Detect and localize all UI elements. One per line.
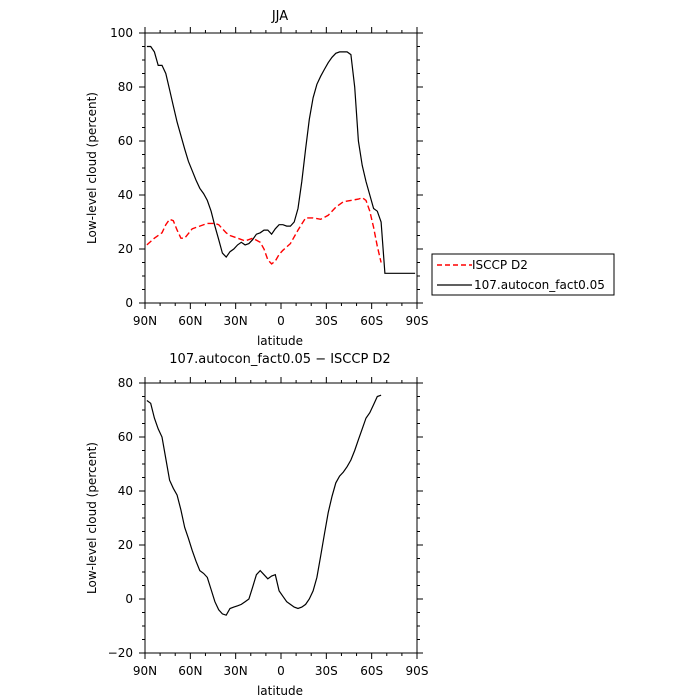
top-panel-y-axis-label: Low-level cloud (percent) [85, 92, 99, 244]
top-y-tick-label: 40 [118, 188, 133, 202]
bottom-x-tick-label: 60S [360, 664, 383, 678]
top-y-tick-label: 80 [118, 80, 133, 94]
legend-box [431, 253, 615, 296]
bottom-series-line-0 [146, 394, 382, 616]
top-x-tick-label: 60N [178, 314, 202, 328]
top-x-tick-label: 90N [133, 314, 157, 328]
top-panel-title: JJA [271, 9, 288, 24]
bottom-panel-title: 107.autocon_fact0.05 − ISCCP D2 [169, 352, 390, 367]
bottom-y-tick-label: 20 [118, 538, 133, 552]
top-x-tick-label: 30N [224, 314, 248, 328]
bottom-y-tick-label: 0 [125, 592, 133, 606]
top-panel-ticks: 90N 60N 30N 0 30S 60S 90S 0 20 40 60 80 100 [110, 26, 428, 328]
bottom-panel: 107.autocon_fact0.05 − ISCCP D2 90N 60N 30… [85, 352, 428, 698]
top-x-tick-label: 60S [360, 314, 383, 328]
top-panel-x-axis-label: latitude [257, 334, 303, 348]
bottom-panel-series [146, 394, 382, 616]
bottom-y-tick-label: 80 [118, 376, 133, 390]
legend-label-isccp: ISCCP D2 [472, 258, 528, 272]
top-y-tick-label: 100 [110, 26, 133, 40]
legend: ISCCP D2 107.autocon_fact0.05 [431, 253, 615, 296]
top-panel-series [146, 45, 416, 274]
bottom-panel-x-axis-label: latitude [257, 684, 303, 698]
top-x-tick-label: 90S [406, 314, 429, 328]
bottom-y-tick-label: 40 [118, 484, 133, 498]
top-x-tick-label: 0 [277, 314, 285, 328]
top-panel: JJA 90N 60N 30N 0 30S 60S 90S 0 20 40 60 80 100 lati… [85, 9, 428, 348]
bottom-panel-y-axis-label: Low-level cloud (percent) [85, 442, 99, 594]
bottom-x-tick-label: 0 [277, 664, 285, 678]
bottom-x-tick-label: 90N [133, 664, 157, 678]
bottom-x-tick-label: 90S [406, 664, 429, 678]
top-x-tick-label: 30S [315, 314, 338, 328]
bottom-x-tick-label: 60N [178, 664, 202, 678]
top-panel-plot-frame [144, 32, 418, 304]
top-y-tick-label: 60 [118, 134, 133, 148]
bottom-panel-ticks: 90N 60N 30N 0 30S 60S 90S −20 0 20 40 60 80 [108, 376, 429, 678]
top-y-tick-label: 20 [118, 242, 133, 256]
top-series-line-1 [146, 45, 416, 274]
bottom-y-tick-label: 60 [118, 430, 133, 444]
bottom-x-tick-label: 30S [315, 664, 338, 678]
bottom-panel-plot-frame [144, 382, 418, 654]
top-y-tick-label: 0 [125, 296, 133, 310]
bottom-y-tick-label: −20 [108, 646, 133, 660]
top-series-line-0 [146, 196, 382, 265]
legend-label-model: 107.autocon_fact0.05 [474, 278, 605, 292]
bottom-x-tick-label: 30N [224, 664, 248, 678]
